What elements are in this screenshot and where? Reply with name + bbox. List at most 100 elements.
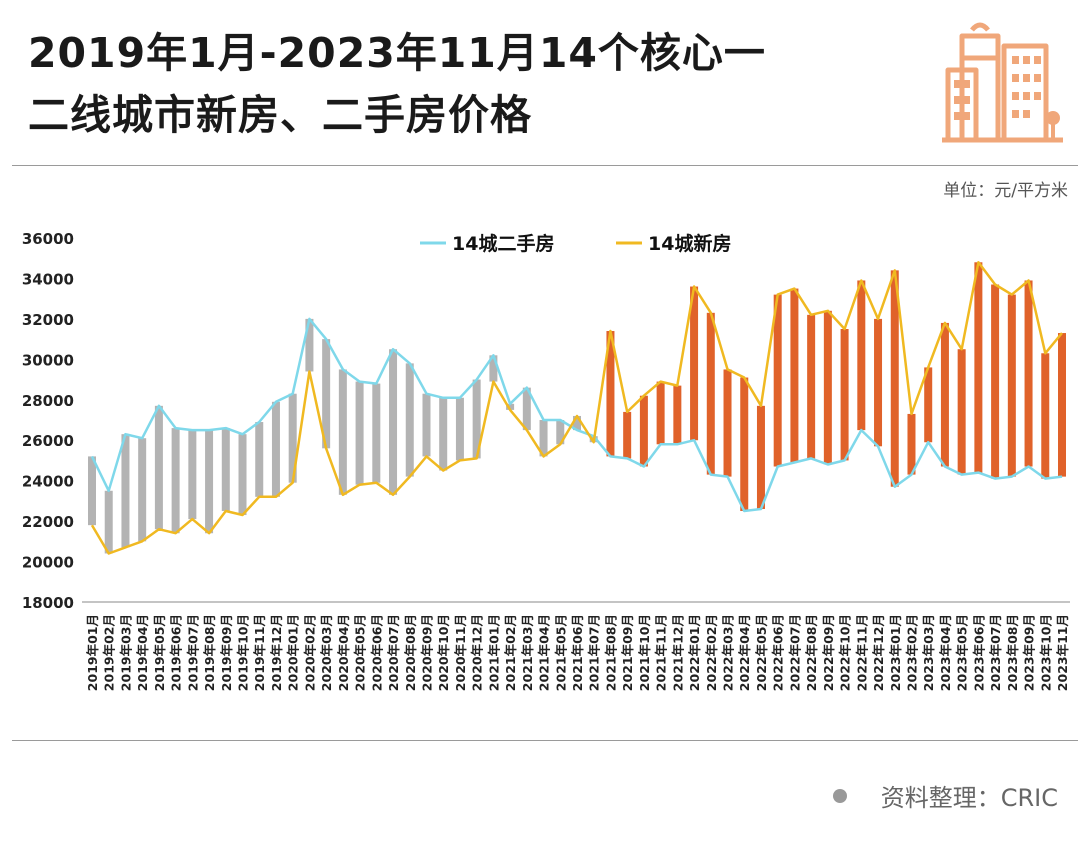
gap-bar [656, 381, 665, 445]
price-gap-bars [88, 262, 1066, 554]
x-tick-label: 2021年04月 [537, 614, 552, 691]
gap-bar [405, 363, 414, 477]
y-tick-label: 34000 [22, 270, 74, 288]
gap-bar [807, 314, 816, 459]
gap-bar [756, 405, 765, 509]
source-note: 资料整理：CRIC [832, 778, 1058, 813]
gap-bar [1024, 280, 1033, 467]
x-tick-label: 2019年11月 [252, 614, 267, 691]
x-tick-label: 2022年05月 [754, 614, 769, 691]
series-line-second-hand [90, 317, 1063, 513]
x-tick-label: 2019年01月 [85, 614, 100, 691]
gap-bar [322, 339, 331, 449]
x-tick-label: 2023年05月 [955, 614, 970, 691]
x-tick-label: 2022年01月 [687, 614, 702, 691]
x-tick-label: 2019年06月 [169, 614, 184, 691]
gap-bar [439, 397, 448, 471]
gap-bar [740, 377, 749, 511]
gap-bar [673, 385, 682, 445]
gap-bar [489, 355, 498, 382]
x-tick-label: 2021年01月 [486, 614, 501, 691]
x-tick-label: 2020年03月 [319, 614, 334, 691]
x-tick-label: 2020年09月 [419, 614, 434, 691]
y-tick-label: 24000 [22, 473, 74, 491]
gap-bar [1041, 353, 1050, 479]
x-tick-label: 2023年06月 [971, 614, 986, 691]
x-tick-label: 2021年08月 [603, 614, 618, 691]
x-tick-label: 2019年05月 [152, 614, 167, 691]
x-tick-label: 2019年12月 [269, 614, 284, 691]
gap-bar [522, 387, 531, 431]
gap-bar [1007, 294, 1016, 477]
gap-bar [88, 456, 96, 526]
gap-bar [205, 430, 214, 534]
x-tick-label: 2019年02月 [102, 614, 117, 691]
gap-bar [188, 430, 197, 520]
y-tick-label: 22000 [22, 513, 74, 531]
x-tick-label: 2022年10月 [838, 614, 853, 691]
gap-bar [606, 331, 615, 457]
gap-bar [924, 367, 933, 443]
page-title: 2019年1月-2023年11月14个核心一 二线城市新房、二手房价格 [28, 22, 888, 146]
x-tick-label: 2019年08月 [202, 614, 217, 691]
gap-bar [823, 310, 832, 465]
gap-bar [271, 401, 280, 497]
x-tick-label: 2021年07月 [587, 614, 602, 691]
gap-bar [455, 397, 464, 461]
x-tick-label: 2020年07月 [386, 614, 401, 691]
x-tick-label: 2021年03月 [520, 614, 535, 691]
legend-label: 14城二手房 [452, 232, 554, 255]
x-tick-label: 2023年07月 [988, 614, 1003, 691]
x-tick-label: 2019年10月 [236, 614, 251, 691]
gap-bar [991, 284, 1000, 479]
x-tick-label: 2020年08月 [403, 614, 418, 691]
series-lines [90, 261, 1063, 555]
gap-bar [472, 379, 481, 459]
legend-label: 14城新房 [648, 232, 731, 255]
gap-bar [255, 422, 264, 497]
y-axis: 18000 20000 22000 24000 26000 28000 30000 32000… [22, 230, 1070, 612]
gap-bar [957, 349, 966, 475]
x-tick-label: 2023年03月 [921, 614, 936, 691]
gap-bar [907, 413, 916, 475]
top-divider [12, 165, 1078, 166]
gap-bar [389, 349, 398, 495]
gap-bar [706, 312, 715, 475]
x-tick-label: 2021年11月 [654, 614, 669, 691]
x-tick-label: 2019年03月 [118, 614, 133, 691]
unit-label: 单位：元/平方米 [943, 181, 1068, 201]
bottom-divider [12, 740, 1078, 741]
y-tick-label: 36000 [22, 230, 74, 248]
gap-bar [840, 329, 849, 461]
gap-bar [238, 434, 247, 516]
x-tick-label: 2020年05月 [353, 614, 368, 691]
x-tick-label: 2022年09月 [821, 614, 836, 691]
x-tick-label: 2023年08月 [1005, 614, 1020, 691]
x-tick-label: 2020年01月 [286, 614, 301, 691]
x-tick-label: 2023年11月 [1055, 614, 1070, 691]
x-tick-label: 2023年10月 [1038, 614, 1053, 691]
gap-bar [221, 428, 230, 511]
x-tick-label: 2023年01月 [888, 614, 903, 691]
x-tick-label: 2021年10月 [637, 614, 652, 691]
title-line-1: 2019年1月-2023年11月14个核心一 [28, 29, 766, 77]
gap-bar [723, 369, 732, 477]
x-tick-label: 2023年04月 [938, 614, 953, 691]
gap-bar [974, 262, 983, 473]
gap-bar [338, 369, 347, 495]
gap-bar [940, 322, 949, 467]
x-tick-label: 2020年02月 [302, 614, 317, 691]
x-tick-label: 2023年09月 [1022, 614, 1037, 691]
x-tick-label: 2022年03月 [721, 614, 736, 691]
gap-bar [874, 318, 883, 447]
gap-bar [623, 411, 632, 459]
x-tick-label: 2019年04月 [135, 614, 150, 691]
x-tick-label: 2022年06月 [771, 614, 786, 691]
x-tick-label: 2020年12月 [470, 614, 485, 691]
y-tick-label: 30000 [22, 351, 74, 369]
gap-bar [690, 286, 699, 441]
chart-legend: 14城二手房 14城新房 [420, 232, 731, 255]
x-tick-label: 2022年11月 [854, 614, 869, 691]
x-tick-label: 2021年12月 [670, 614, 685, 691]
gap-bar [104, 490, 113, 554]
